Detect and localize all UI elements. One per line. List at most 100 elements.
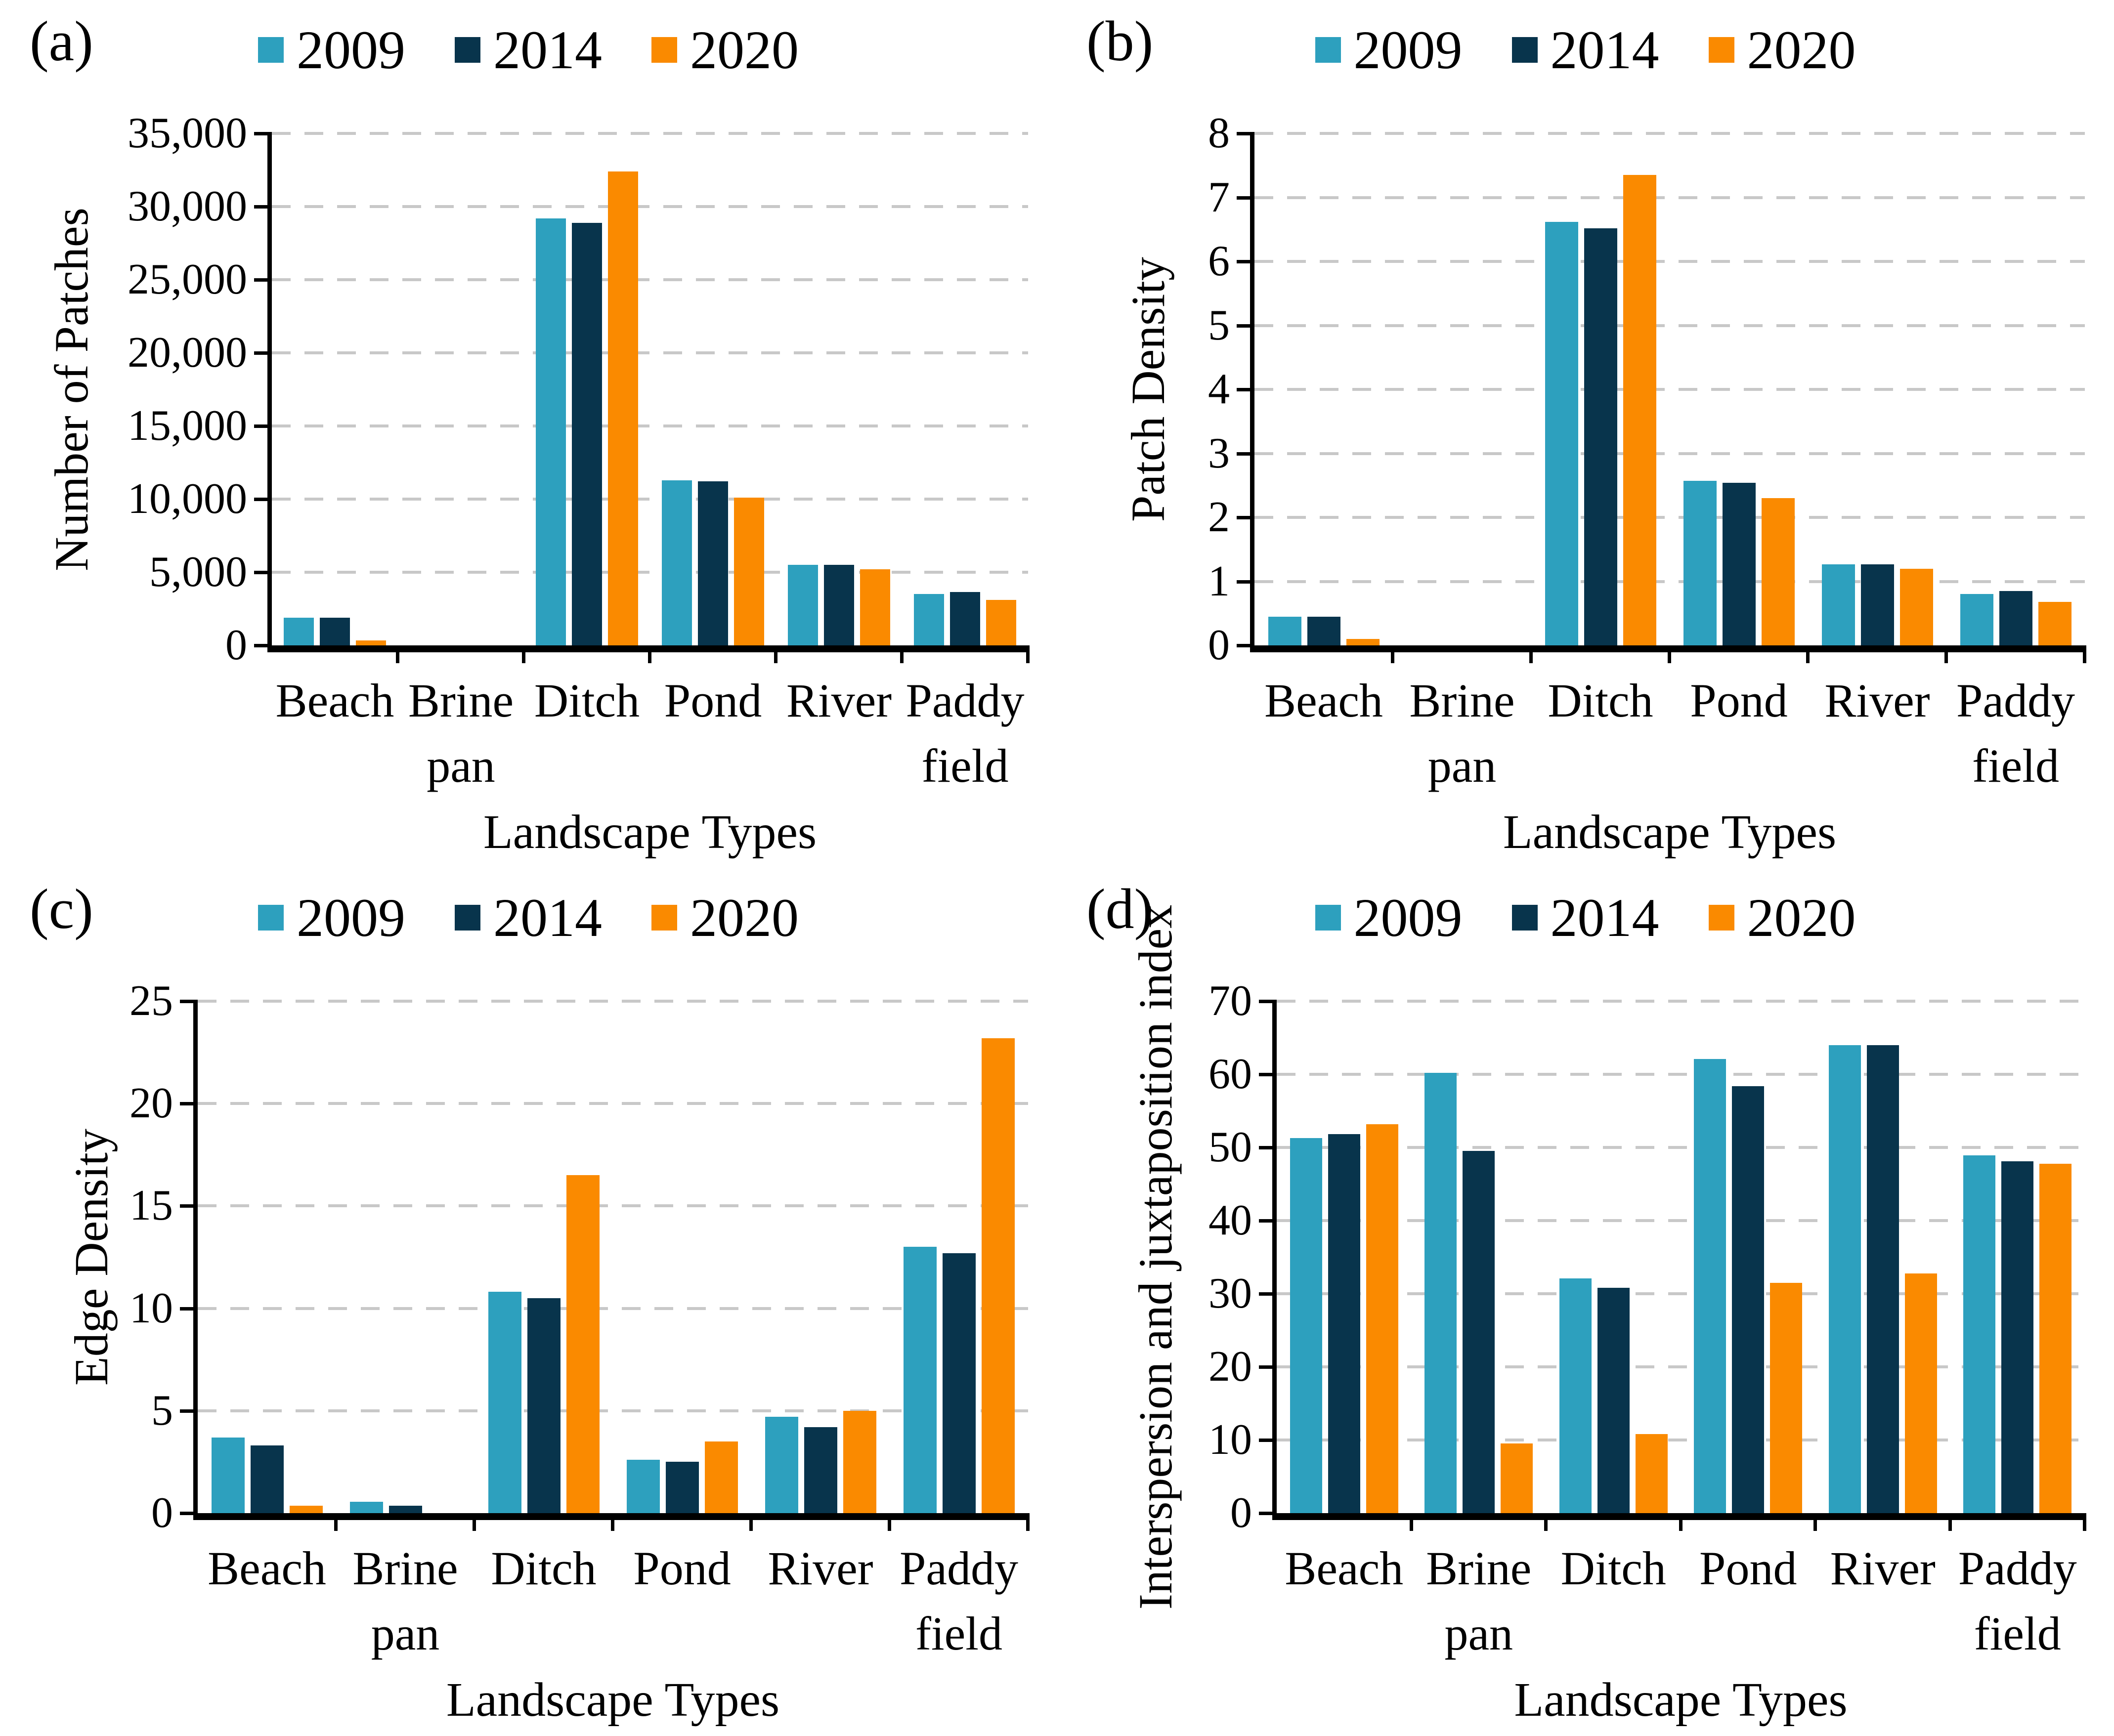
gridline-3	[1254, 452, 2085, 455]
legend-label-2014: 2014	[493, 888, 602, 948]
bar-group-brine-pan	[336, 1001, 475, 1513]
gridline-15,000	[272, 424, 1028, 427]
y-axis-line	[193, 1001, 198, 1513]
bar-group-pond	[613, 1001, 751, 1513]
category-label-river: River	[786, 674, 892, 727]
bar-beach-2009	[1290, 1138, 1322, 1513]
bar-pond-2014	[665, 1462, 699, 1513]
y-tick-mark-30,000	[254, 205, 272, 209]
panel-label-a: (a)	[30, 10, 93, 73]
legend-swatch-2014	[455, 905, 480, 931]
x-tick-mark-4	[1944, 645, 1948, 663]
bar-group-pond	[1681, 1001, 1816, 1513]
x-tick-mark-0	[1391, 645, 1394, 663]
bar-river-2009	[1828, 1045, 1861, 1513]
x-tick-mark-1	[473, 1513, 476, 1531]
bar-river-2014	[824, 565, 854, 645]
legend-a: 2009 2014 2020	[0, 23, 1057, 77]
bar-ditch-2014	[527, 1298, 561, 1513]
y-tick-label-2: 2	[1208, 493, 1230, 541]
legend-item-2014: 2014	[455, 890, 602, 945]
panel-c: (c) 2009 2014 2020 Edge Density Landscape …	[0, 868, 1057, 1736]
legend-item-2014: 2014	[1511, 890, 1659, 945]
panel-label-d: (d)	[1086, 878, 1154, 941]
bar-group-pond	[650, 133, 776, 645]
bar-river-2009	[1821, 564, 1855, 645]
bar-group-river	[776, 133, 902, 645]
gridline-20,000	[272, 351, 1028, 354]
bar-brine-pan-2020	[1501, 1443, 1533, 1513]
category-label-pond: Pond	[1690, 674, 1788, 727]
legend-swatch-2014	[1511, 37, 1538, 63]
category-label-paddy-field: Paddy field	[900, 1542, 1018, 1660]
x-tick-mark-3	[774, 645, 777, 663]
category-label-river: River	[1824, 674, 1930, 727]
y-tick-mark-20,000	[254, 351, 272, 355]
legend-label-2020: 2020	[1747, 888, 1856, 948]
bar-group-brine-pan	[1412, 1001, 1547, 1513]
y-axis-line	[1272, 1001, 1277, 1513]
y-tick-label-0: 0	[1208, 621, 1230, 669]
bar-pond-2014	[698, 481, 728, 645]
bar-paddy-field-2014	[942, 1253, 976, 1513]
bar-paddy-field-2020	[2038, 602, 2071, 645]
legend-swatch-2020	[1708, 37, 1734, 63]
legend-label-2020: 2020	[1747, 20, 1856, 80]
category-label-pond: Pond	[633, 1542, 731, 1595]
legend-swatch-2009	[1315, 905, 1341, 931]
legend-item-2014: 2014	[455, 23, 602, 77]
bar-group-pond	[1670, 133, 1808, 645]
legend-item-2009: 2009	[258, 23, 405, 77]
bar-brine-pan-2009	[1424, 1073, 1457, 1513]
bar-ditch-2020	[1623, 175, 1656, 645]
y-tick-mark-5	[180, 1409, 198, 1413]
y-tick-label-5: 5	[1208, 301, 1230, 349]
bar-beach-2014	[1307, 617, 1340, 645]
bar-ditch-2020	[566, 1175, 600, 1513]
y-tick-label-40: 40	[1208, 1196, 1252, 1244]
x-tick-mark-2	[648, 645, 651, 663]
bar-beach-2020	[289, 1506, 323, 1513]
bar-ditch-2009	[536, 218, 566, 645]
bar-group-ditch	[1531, 133, 1670, 645]
bar-pond-2009	[662, 480, 692, 645]
y-tick-mark-20	[1259, 1365, 1277, 1369]
y-tick-mark-35,000	[254, 132, 272, 135]
legend-swatch-2009	[1315, 37, 1341, 63]
gridline-10	[1277, 1439, 2085, 1441]
bar-river-2020	[1904, 1273, 1937, 1513]
y-tick-mark-70	[1259, 1000, 1277, 1003]
gridline-8	[1254, 132, 2085, 135]
bar-beach-2020	[356, 640, 386, 645]
y-axis-title-c: Edge Density	[65, 1129, 118, 1386]
bar-group-beach	[272, 133, 398, 645]
gridline-25,000	[272, 278, 1028, 281]
y-tick-mark-2	[1237, 516, 1254, 519]
gridline-10	[198, 1307, 1028, 1310]
legend-label-2009: 2009	[1353, 20, 1463, 80]
legend-swatch-2009	[258, 905, 284, 931]
y-tick-mark-40	[1259, 1219, 1277, 1223]
x-tick-mark-3	[1813, 1513, 1817, 1531]
legend-swatch-2014	[1511, 905, 1538, 931]
x-tick-mark-0	[334, 1513, 338, 1531]
y-tick-mark-7	[1237, 196, 1254, 200]
category-label-beach: Beach	[1264, 674, 1383, 727]
bar-river-2009	[788, 565, 818, 645]
bar-ditch-2009	[488, 1292, 521, 1513]
bar-beach-2020	[1366, 1124, 1398, 1513]
bar-group-paddy-field	[902, 133, 1028, 645]
gridline-5	[1254, 324, 2085, 327]
bar-pond-2009	[1694, 1059, 1726, 1513]
category-label-brine-pan: Brine pan	[408, 674, 514, 793]
legend-swatch-2014	[455, 37, 480, 63]
x-tick-mark-2	[1668, 645, 1671, 663]
legend-label-2020: 2020	[690, 20, 799, 80]
x-axis-line	[1272, 1513, 2085, 1520]
panel-a: (a) 2009 2014 2020 Number of Patches Lands…	[0, 0, 1057, 868]
y-tick-mark-60	[1259, 1073, 1277, 1076]
gridline-20	[198, 1102, 1028, 1105]
x-tick-mark-1	[1529, 645, 1533, 663]
category-label-river: River	[768, 1542, 873, 1595]
y-tick-mark-1	[1237, 580, 1254, 584]
